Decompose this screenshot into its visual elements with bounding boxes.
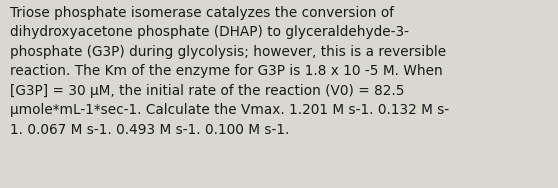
Text: Triose phosphate isomerase catalyzes the conversion of
dihydroxyacetone phosphat: Triose phosphate isomerase catalyzes the… (10, 6, 449, 137)
